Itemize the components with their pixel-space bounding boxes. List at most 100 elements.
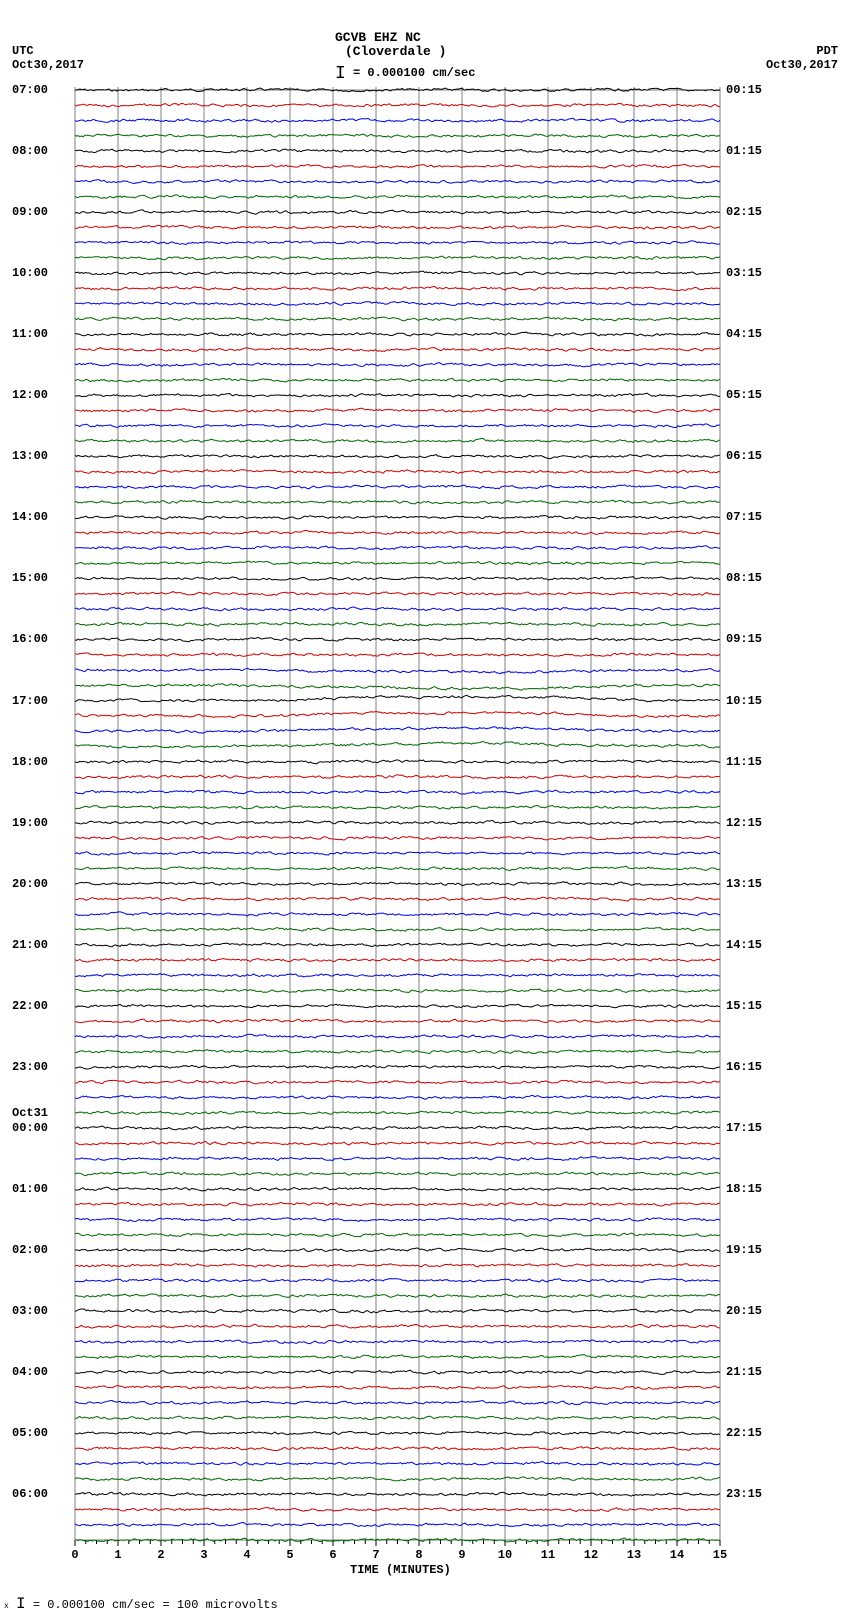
svg-text:0: 0 <box>71 1548 78 1562</box>
right-time-label: 21:15 <box>726 1365 762 1379</box>
trace-row <box>75 1355 720 1359</box>
right-time-label: 18:15 <box>726 1182 762 1196</box>
trace-row <box>75 1447 720 1451</box>
trace-row <box>75 286 720 290</box>
trace-row <box>75 500 720 504</box>
trace-row <box>75 712 720 718</box>
left-time-label: 20:00 <box>12 877 48 891</box>
svg-text:11: 11 <box>541 1548 555 1562</box>
trace-row <box>75 1477 720 1481</box>
svg-text:1: 1 <box>114 1548 121 1562</box>
svg-text:13: 13 <box>627 1548 641 1562</box>
trace-row <box>75 1294 720 1298</box>
trace-row <box>75 408 720 413</box>
trace-row <box>75 727 720 733</box>
left-time-label: 13:00 <box>12 449 48 463</box>
right-time-label: 11:15 <box>726 755 762 769</box>
trace-row <box>75 958 720 962</box>
trace-row <box>75 561 720 565</box>
right-time-label: 19:15 <box>726 1243 762 1257</box>
trace-row <box>75 1126 720 1130</box>
left-time-label: 03:00 <box>12 1304 48 1318</box>
right-time-label: 08:15 <box>726 571 762 585</box>
right-time-label: 17:15 <box>726 1121 762 1135</box>
svg-text:14: 14 <box>670 1548 684 1562</box>
right-time-label: 02:15 <box>726 205 762 219</box>
right-time-label: 20:15 <box>726 1304 762 1318</box>
trace-row <box>75 1508 720 1512</box>
right-time-label: 01:15 <box>726 144 762 158</box>
trace-row <box>75 1172 720 1176</box>
trace-row <box>75 439 720 443</box>
right-time-label: 15:15 <box>726 999 762 1013</box>
trace-row <box>75 530 720 534</box>
trace-row <box>75 1202 720 1206</box>
right-time-label: 05:15 <box>726 388 762 402</box>
trace-row <box>75 164 720 168</box>
left-time-label: 15:00 <box>12 571 48 585</box>
trace-row <box>75 622 720 626</box>
trace-row <box>75 790 720 794</box>
left-time-label: 11:00 <box>12 327 48 341</box>
svg-text:15: 15 <box>713 1548 727 1562</box>
trace-row <box>75 820 720 824</box>
trace-row <box>75 516 720 520</box>
left-time-label: 14:00 <box>12 510 48 524</box>
left-time-label: 17:00 <box>12 694 48 708</box>
right-time-label: 13:15 <box>726 877 762 891</box>
right-time-label: 07:15 <box>726 510 762 524</box>
trace-row <box>75 195 720 199</box>
trace-row <box>75 546 720 550</box>
trace-row <box>75 348 720 352</box>
trace-row <box>75 1065 720 1069</box>
left-time-label: 00:00 <box>12 1121 48 1135</box>
svg-text:8: 8 <box>415 1548 422 1562</box>
trace-row <box>75 1324 720 1328</box>
footer-scale: x I = 0.000100 cm/sec = 100 microvolts <box>4 1595 278 1613</box>
left-time-label: 04:00 <box>12 1365 48 1379</box>
left-time-label: Oct31 <box>12 1106 48 1120</box>
right-time-label: 14:15 <box>726 938 762 952</box>
trace-row <box>75 424 720 428</box>
trace-row <box>75 1248 720 1252</box>
trace-row <box>75 180 720 184</box>
trace-row <box>75 485 720 489</box>
svg-text:10: 10 <box>498 1548 512 1562</box>
trace-row <box>75 695 720 702</box>
left-time-label: 21:00 <box>12 938 48 952</box>
trace-row <box>75 1386 720 1390</box>
trace-row <box>75 1187 720 1191</box>
trace-row <box>75 455 720 459</box>
left-time-label: 23:00 <box>12 1060 48 1074</box>
left-time-label: 01:00 <box>12 1182 48 1196</box>
right-time-label: 12:15 <box>726 816 762 830</box>
left-time-label: 07:00 <box>12 83 48 97</box>
trace-row <box>75 225 720 229</box>
left-time-label: 05:00 <box>12 1426 48 1440</box>
trace-row <box>75 607 720 611</box>
left-time-label: 19:00 <box>12 816 48 830</box>
trace-row <box>75 684 720 690</box>
trace-row <box>75 271 720 275</box>
trace-row <box>75 974 720 977</box>
left-time-label: 02:00 <box>12 1243 48 1257</box>
trace-row <box>75 1340 720 1344</box>
left-time-label: 22:00 <box>12 999 48 1013</box>
trace-row <box>75 897 720 901</box>
trace-row <box>75 1279 720 1283</box>
trace-row <box>75 1370 720 1374</box>
right-time-label: 16:15 <box>726 1060 762 1074</box>
trace-row <box>75 882 720 886</box>
left-time-label: 12:00 <box>12 388 48 402</box>
left-time-label: 09:00 <box>12 205 48 219</box>
right-time-label: 04:15 <box>726 327 762 341</box>
trace-row <box>75 317 720 321</box>
svg-text:6: 6 <box>329 1548 336 1562</box>
trace-row <box>75 775 720 779</box>
trace-row <box>75 1141 720 1145</box>
trace-row <box>75 638 720 642</box>
trace-row <box>75 149 720 153</box>
trace-row <box>75 1034 720 1038</box>
right-time-label: 00:15 <box>726 83 762 97</box>
trace-row <box>75 928 720 932</box>
